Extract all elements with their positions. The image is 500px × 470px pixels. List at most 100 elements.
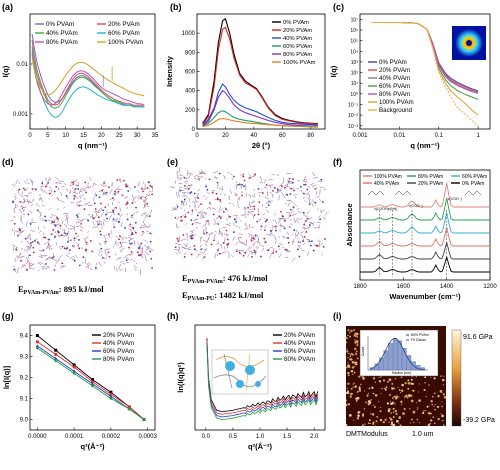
y-axis-label: I(q) bbox=[329, 65, 338, 77]
atom bbox=[192, 201, 194, 203]
atom bbox=[242, 250, 244, 252]
afm-speck bbox=[362, 413, 364, 415]
bond bbox=[297, 208, 299, 210]
afm-speck bbox=[443, 393, 445, 395]
atom bbox=[104, 206, 106, 208]
afm-speck bbox=[368, 400, 371, 403]
atom bbox=[143, 182, 145, 184]
legend-entry: 40% PVAm bbox=[284, 340, 315, 347]
atom bbox=[149, 251, 151, 253]
afm-speck bbox=[353, 329, 355, 331]
bond bbox=[39, 198, 40, 201]
atom bbox=[86, 203, 88, 205]
y-tick-label: 10⁶ bbox=[350, 28, 358, 34]
afm-speck bbox=[356, 342, 357, 343]
afm-speck bbox=[347, 338, 348, 339]
atom bbox=[299, 256, 301, 258]
afm-speck bbox=[407, 380, 408, 381]
atom bbox=[192, 237, 194, 239]
bond bbox=[275, 191, 279, 193]
afm-speck bbox=[356, 335, 357, 336]
bond bbox=[119, 264, 121, 269]
legend-entry: 60% PVAm bbox=[108, 30, 140, 37]
bond bbox=[279, 248, 280, 250]
bond bbox=[237, 197, 239, 200]
afm-speck bbox=[355, 397, 357, 399]
afm-speck bbox=[419, 383, 420, 384]
atom bbox=[277, 174, 279, 176]
atom bbox=[42, 268, 44, 270]
atom bbox=[214, 177, 216, 179]
atom bbox=[286, 249, 288, 251]
atom bbox=[177, 206, 179, 208]
atom bbox=[45, 186, 47, 188]
atom bbox=[125, 237, 127, 239]
bond bbox=[45, 267, 50, 268]
atom bbox=[67, 247, 69, 249]
atom bbox=[181, 201, 183, 203]
atom bbox=[127, 201, 129, 203]
afm-speck bbox=[375, 382, 376, 383]
atom bbox=[114, 191, 116, 193]
y-axis-label: Absorbance bbox=[345, 203, 354, 246]
afm-speck bbox=[380, 410, 382, 412]
bond bbox=[114, 207, 115, 211]
bond bbox=[19, 254, 20, 257]
bond bbox=[26, 221, 27, 227]
afm-speck bbox=[350, 393, 352, 395]
bond bbox=[123, 263, 125, 264]
atom bbox=[58, 231, 60, 233]
bond bbox=[103, 181, 105, 182]
x-tick-label: 1.5 bbox=[283, 434, 292, 440]
afm-speck bbox=[429, 423, 431, 425]
atom bbox=[132, 227, 134, 229]
afm-speck bbox=[352, 361, 354, 363]
bond bbox=[188, 173, 192, 174]
series-line bbox=[32, 51, 144, 117]
atom bbox=[212, 192, 214, 194]
y-tick-label: 10⁻³ bbox=[348, 124, 358, 130]
atom bbox=[113, 226, 115, 228]
afm-speck bbox=[429, 406, 430, 407]
panel-label-e: (e) bbox=[167, 157, 178, 167]
bond bbox=[238, 205, 240, 207]
bond bbox=[147, 231, 149, 232]
afm-speck bbox=[370, 400, 371, 401]
bond bbox=[93, 221, 95, 226]
afm-speck bbox=[352, 374, 353, 375]
afm-speck bbox=[437, 395, 439, 397]
atom bbox=[79, 265, 81, 267]
afm-speck bbox=[381, 388, 382, 389]
afm-speck bbox=[369, 419, 371, 421]
bond bbox=[96, 211, 97, 216]
bond bbox=[183, 214, 186, 217]
atom bbox=[293, 190, 295, 192]
atom bbox=[287, 204, 289, 206]
x-axis-label: q (nm⁻¹) bbox=[410, 141, 440, 150]
atom bbox=[77, 185, 79, 187]
bond bbox=[149, 193, 151, 196]
atom bbox=[101, 190, 103, 192]
afm-speck bbox=[379, 380, 381, 382]
afm-speck bbox=[354, 339, 355, 340]
atom bbox=[53, 221, 55, 223]
atom bbox=[226, 230, 228, 232]
atom bbox=[284, 187, 286, 189]
bond bbox=[12, 184, 15, 187]
atom bbox=[41, 182, 43, 184]
x-tick-label: 1200 bbox=[483, 284, 497, 290]
y-tick-label: 10⁷ bbox=[351, 17, 359, 23]
afm-speck bbox=[354, 361, 356, 363]
bond bbox=[183, 193, 185, 196]
afm-speck bbox=[394, 396, 396, 398]
afm-speck bbox=[345, 404, 347, 406]
bond bbox=[101, 184, 105, 187]
bond bbox=[129, 254, 133, 255]
bond bbox=[21, 264, 25, 268]
afm-speck bbox=[351, 353, 352, 354]
x-tick-label: 0.0000 bbox=[28, 434, 47, 440]
bond bbox=[224, 246, 225, 249]
bond bbox=[217, 187, 222, 189]
bond bbox=[230, 174, 232, 175]
atom bbox=[32, 241, 34, 243]
